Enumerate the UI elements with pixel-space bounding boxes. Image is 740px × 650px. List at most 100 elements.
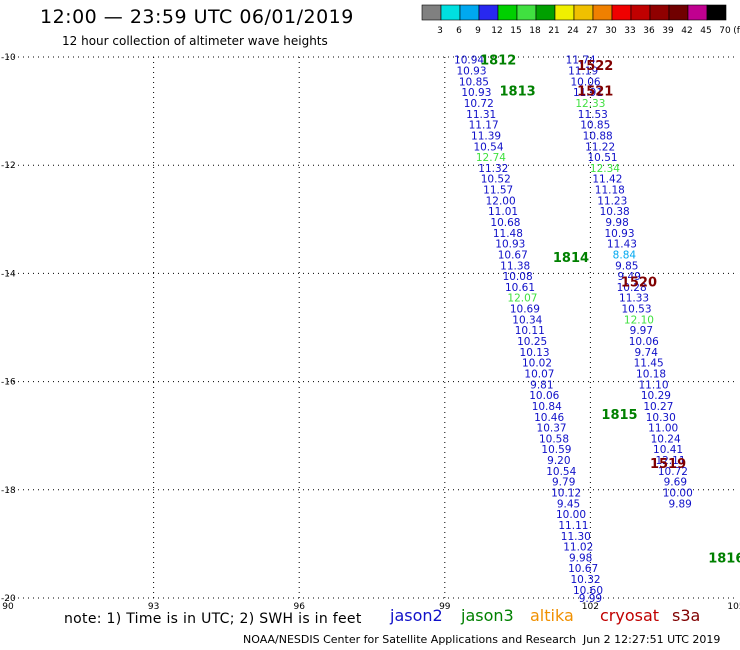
color-scale-tick: 9 — [475, 26, 481, 36]
wave-height-label: 11.11 — [558, 520, 588, 532]
wave-height-label: 10.85 — [580, 120, 610, 132]
wave-height-label: 10.11 — [515, 325, 545, 337]
wave-height-label: 10.27 — [643, 401, 673, 413]
wave-height-label: 10.38 — [600, 206, 630, 218]
wave-height-label: 9.99 — [579, 593, 602, 605]
wave-height-label: 11.32 — [478, 163, 508, 175]
wave-height-label: 9.79 — [552, 477, 575, 489]
wave-height-label: 9.69 — [664, 477, 687, 489]
wave-height-label: 10.52 — [481, 174, 511, 186]
wave-height-label: 10.00 — [556, 509, 586, 521]
y-tick-label: -20 — [1, 594, 16, 604]
wave-height-label: 10.06 — [629, 336, 659, 348]
wave-height-label: 11.17 — [469, 120, 499, 132]
wave-height-label: 11.02 — [563, 542, 593, 554]
wave-height-label: 12.00 — [486, 195, 516, 207]
wave-height-label: 10.25 — [517, 336, 547, 348]
wave-height-label: 10.88 — [583, 130, 613, 142]
chart-subtitle: 12 hour collection of altimeter wave hei… — [62, 34, 328, 48]
wave-height-label: 10.06 — [529, 390, 559, 402]
wave-height-label: 10.24 — [651, 433, 681, 445]
wave-height-label: 10.12 — [551, 488, 581, 500]
wave-height-label: 11.53 — [578, 109, 608, 121]
color-scale-tick: 36 — [643, 26, 655, 36]
color-swatch — [706, 4, 727, 21]
wave-height-label: 10.72 — [658, 466, 688, 478]
chart-title: 12:00 — 23:59 UTC 06/01/2019 — [40, 6, 354, 28]
wave-height-label: 10.29 — [641, 390, 671, 402]
wave-height-label: 10.58 — [539, 433, 569, 445]
color-scale-tick: 27 — [586, 26, 597, 36]
track-pass-label: 1813 — [500, 85, 536, 100]
y-tick-label: -14 — [1, 269, 16, 279]
legend-jason2: jason2 — [390, 606, 443, 625]
wave-height-label: 11.01 — [488, 206, 518, 218]
x-tick-label: 102 — [582, 602, 599, 612]
color-scale-tick: 21 — [548, 26, 559, 36]
wave-height-label: 9.20 — [547, 455, 570, 467]
footer-timestamp: Jun 2 12:27:51 UTC 2019 — [583, 633, 721, 646]
y-tick-label: -18 — [1, 486, 16, 496]
wave-height-label: 10.51 — [588, 152, 618, 164]
wave-height-label: 10.00 — [663, 488, 693, 500]
wave-height-label: 11.00 — [648, 423, 678, 435]
color-scale-tick: 30 — [605, 26, 617, 36]
wave-height-label: 10.13 — [520, 347, 550, 359]
wave-height-label: 11.18 — [595, 185, 625, 197]
wave-height-label: 11.91 — [573, 87, 603, 99]
color-scale-tick: 18 — [529, 26, 541, 36]
color-scale-tick: 70 — [719, 26, 731, 36]
wave-height-label: 10.37 — [537, 423, 567, 435]
wave-height-label: 12.74 — [476, 152, 506, 164]
x-tick-label: 90 — [2, 602, 14, 612]
wave-height-label: 11.48 — [493, 228, 523, 240]
wave-height-label: 11.23 — [597, 195, 627, 207]
wave-height-label: 11.38 — [500, 260, 530, 272]
x-tick-label: 96 — [293, 602, 305, 612]
wave-height-label: 10.61 — [505, 282, 535, 294]
wave-height-label: 11.10 — [638, 379, 668, 391]
color-scale-tick: 33 — [624, 26, 635, 36]
track-pass-label: 1519 — [650, 457, 686, 472]
x-tick-label: 99 — [439, 602, 451, 612]
color-scale-tick: 45 — [700, 26, 711, 36]
wave-height-label: 9.49 — [618, 271, 641, 283]
footer-note: note: 1) Time is in UTC; 2) SWH is in fe… — [64, 611, 362, 627]
wave-height-label: 9.81 — [530, 379, 553, 391]
wave-height-label: 10.94 — [454, 55, 484, 67]
wave-height-label: 10.54 — [473, 141, 503, 153]
wave-height-label: 11.42 — [592, 174, 622, 186]
wave-height-label: 10.85 — [459, 76, 489, 88]
wave-height-label: 10.53 — [621, 304, 651, 316]
y-tick-label: -16 — [1, 378, 16, 388]
track-pass-label: 1816 — [708, 551, 740, 566]
color-scale-tick: 6 — [456, 26, 462, 36]
track-pass-label: 1812 — [480, 54, 516, 69]
wave-height-label: 10.08 — [503, 271, 533, 283]
wave-height-label: 9.98 — [605, 217, 628, 229]
wave-height-label: 10.60 — [573, 585, 603, 597]
wave-height-label: 10.34 — [512, 314, 542, 326]
wave-height-label: 11.43 — [607, 239, 637, 251]
color-scale-tick: 42 — [681, 26, 692, 36]
color-scale-tick: 24 — [567, 26, 579, 36]
wave-height-label: 10.28 — [617, 282, 647, 294]
wave-height-label: 10.93 — [456, 66, 486, 78]
wave-height-label: 12.33 — [575, 98, 605, 110]
wave-height-label: 12.11 — [655, 455, 685, 467]
wave-height-label: 9.97 — [630, 325, 653, 337]
legend-cryosat: cryosat — [600, 606, 660, 625]
wave-height-label: 10.68 — [490, 217, 520, 229]
wave-height-label: 9.45 — [557, 498, 580, 510]
track-pass-label: 1814 — [553, 251, 589, 266]
wave-height-label: 10.07 — [524, 368, 554, 380]
wave-height-label: 10.32 — [571, 574, 601, 586]
wave-height-label: 11.74 — [566, 55, 596, 67]
footer-credit: NOAA/NESDIS Center for Satellite Applica… — [243, 633, 577, 646]
wave-height-label: 11.30 — [561, 531, 591, 543]
wave-height-label: 10.67 — [498, 249, 528, 261]
wave-height-label: 10.41 — [653, 444, 683, 456]
wave-height-label: 10.84 — [532, 401, 562, 413]
